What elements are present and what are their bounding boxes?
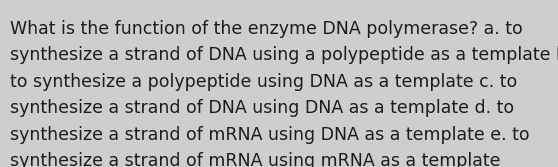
Text: synthesize a strand of DNA using a polypeptide as a template b.: synthesize a strand of DNA using a polyp… <box>10 46 558 64</box>
Text: synthesize a strand of mRNA using mRNA as a template: synthesize a strand of mRNA using mRNA a… <box>10 152 501 167</box>
Text: What is the function of the enzyme DNA polymerase? a. to: What is the function of the enzyme DNA p… <box>10 20 523 38</box>
Text: synthesize a strand of mRNA using DNA as a template e. to: synthesize a strand of mRNA using DNA as… <box>10 126 530 144</box>
Text: synthesize a strand of DNA using DNA as a template d. to: synthesize a strand of DNA using DNA as … <box>10 99 514 117</box>
Text: to synthesize a polypeptide using DNA as a template c. to: to synthesize a polypeptide using DNA as… <box>10 73 517 91</box>
